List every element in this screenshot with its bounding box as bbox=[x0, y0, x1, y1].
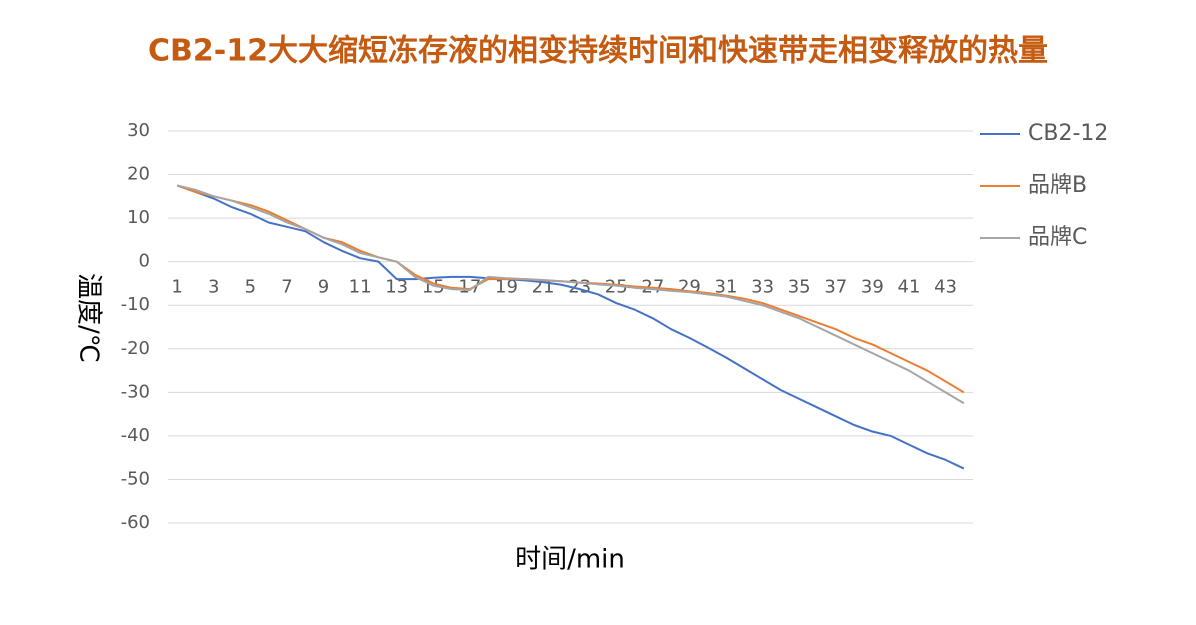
x-tick-label: 3 bbox=[208, 277, 219, 298]
y-tick-label: -40 bbox=[121, 425, 150, 446]
y-axis-title: 温度/℃ bbox=[74, 273, 104, 363]
x-tick-label: 35 bbox=[788, 277, 811, 298]
series-line bbox=[176, 184, 965, 405]
y-tick-label: -20 bbox=[121, 338, 150, 359]
x-tick-label: 33 bbox=[751, 277, 774, 298]
legend-label: CB2-12 bbox=[1028, 121, 1108, 146]
x-tick-label: 31 bbox=[715, 277, 738, 298]
y-tick-label: -30 bbox=[121, 381, 150, 402]
x-tick-label: 7 bbox=[281, 277, 292, 298]
y-tick-label: -10 bbox=[121, 294, 150, 315]
x-tick-label: 41 bbox=[898, 277, 921, 298]
y-tick-label: -50 bbox=[121, 468, 150, 489]
x-tick-label: 37 bbox=[824, 277, 847, 298]
y-tick-label: 30 bbox=[127, 120, 150, 141]
x-tick-label: 39 bbox=[861, 277, 884, 298]
x-tick-label: 11 bbox=[349, 277, 372, 298]
x-tick-label: 43 bbox=[934, 277, 957, 298]
x-tick-label: 9 bbox=[318, 277, 329, 298]
y-tick-label: 10 bbox=[127, 207, 150, 228]
legend-label: 品牌B bbox=[1028, 173, 1087, 198]
x-tick-label: 19 bbox=[495, 277, 518, 298]
legend-label: 品牌C bbox=[1028, 225, 1087, 250]
x-tick-label: 13 bbox=[385, 277, 408, 298]
x-tick-label: 1 bbox=[171, 277, 182, 298]
series-line bbox=[176, 184, 965, 470]
x-tick-label: 5 bbox=[245, 277, 256, 298]
x-tick-label: 17 bbox=[458, 277, 481, 298]
x-axis-title: 时间/min bbox=[515, 545, 625, 575]
chart-title: CB2-12大大缩短冻存液的相变持续时间和快速带走相变释放的热量 bbox=[148, 34, 1048, 69]
y-tick-label: -60 bbox=[121, 512, 150, 533]
y-tick-label: 0 bbox=[139, 251, 150, 272]
x-tick-label: 29 bbox=[678, 277, 701, 298]
y-tick-label: 20 bbox=[127, 164, 150, 185]
x-tick-label: 25 bbox=[605, 277, 628, 298]
